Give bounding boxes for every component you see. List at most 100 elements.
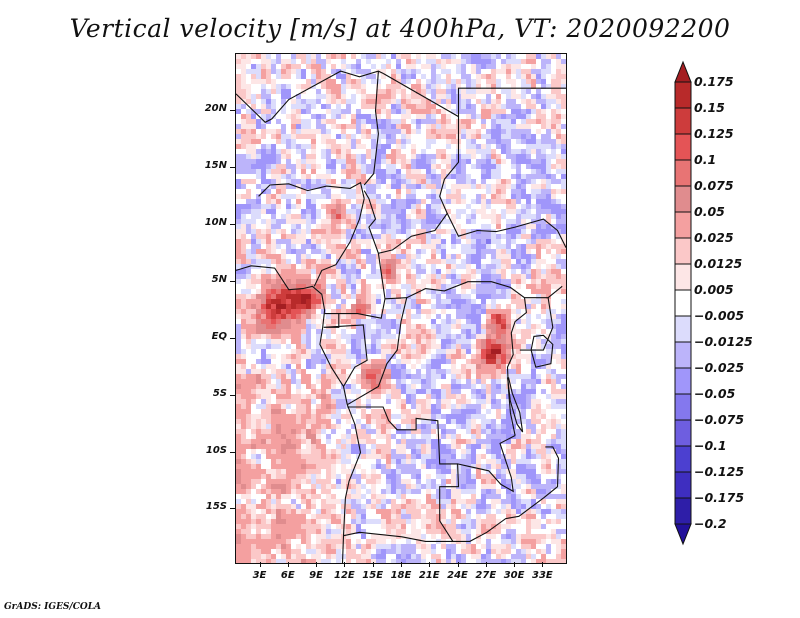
field-cell bbox=[281, 199, 286, 204]
field-cell bbox=[481, 334, 486, 339]
field-cell bbox=[506, 74, 511, 79]
field-cell bbox=[401, 404, 406, 409]
field-cell bbox=[241, 209, 246, 214]
field-cell bbox=[496, 374, 501, 379]
field-cell bbox=[531, 309, 536, 314]
field-cell bbox=[551, 339, 556, 344]
field-cell bbox=[256, 169, 261, 174]
field-cell bbox=[366, 339, 371, 344]
field-cell bbox=[551, 94, 556, 99]
field-cell bbox=[351, 179, 356, 184]
field-cell bbox=[546, 374, 551, 379]
field-cell bbox=[446, 64, 451, 69]
field-cell bbox=[446, 269, 451, 274]
field-cell bbox=[461, 59, 466, 64]
field-cell bbox=[381, 254, 386, 259]
field-cell bbox=[316, 79, 321, 84]
field-cell bbox=[501, 134, 506, 139]
field-cell bbox=[241, 314, 246, 319]
field-cell bbox=[431, 249, 436, 254]
field-cell bbox=[516, 194, 521, 199]
field-cell bbox=[326, 144, 331, 149]
field-cell bbox=[501, 314, 506, 319]
field-cell bbox=[286, 89, 291, 94]
field-cell bbox=[561, 204, 566, 209]
field-cell bbox=[436, 59, 441, 64]
field-cell bbox=[556, 394, 561, 399]
field-cell bbox=[316, 239, 321, 244]
field-cell bbox=[366, 294, 371, 299]
field-cell bbox=[516, 119, 521, 124]
field-cell bbox=[556, 254, 561, 259]
field-cell bbox=[306, 279, 311, 284]
field-cell bbox=[316, 284, 321, 289]
field-cell bbox=[241, 419, 246, 424]
field-cell bbox=[316, 69, 321, 74]
field-cell bbox=[406, 244, 411, 249]
field-cell bbox=[346, 359, 351, 364]
field-cell bbox=[541, 144, 546, 149]
field-cell bbox=[251, 64, 256, 69]
field-cell bbox=[491, 119, 496, 124]
field-cell bbox=[551, 414, 556, 419]
field-cell bbox=[441, 409, 446, 414]
field-cell bbox=[306, 329, 311, 334]
field-cell bbox=[481, 294, 486, 299]
field-cell bbox=[466, 154, 471, 159]
field-cell bbox=[541, 109, 546, 114]
field-cell bbox=[506, 119, 511, 124]
field-cell bbox=[506, 94, 511, 99]
field-cell bbox=[261, 329, 266, 334]
field-cell bbox=[531, 114, 536, 119]
field-cell bbox=[376, 109, 381, 114]
field-cell bbox=[486, 149, 491, 154]
field-cell bbox=[406, 94, 411, 99]
field-cell bbox=[416, 299, 421, 304]
field-cell bbox=[351, 99, 356, 104]
field-cell bbox=[481, 309, 486, 314]
field-cell bbox=[501, 229, 506, 234]
field-cell bbox=[561, 314, 566, 319]
field-cell bbox=[436, 419, 441, 424]
field-cell bbox=[326, 114, 331, 119]
field-cell bbox=[381, 109, 386, 114]
field-cell bbox=[421, 404, 426, 409]
field-cell bbox=[326, 304, 331, 309]
field-cell bbox=[541, 349, 546, 354]
field-cell bbox=[491, 329, 496, 334]
field-cell bbox=[341, 189, 346, 194]
field-cell bbox=[466, 424, 471, 429]
field-cell bbox=[546, 104, 551, 109]
field-cell bbox=[386, 264, 391, 269]
field-cell bbox=[236, 414, 241, 419]
field-cell bbox=[416, 329, 421, 334]
field-cell bbox=[466, 89, 471, 94]
field-cell bbox=[541, 114, 546, 119]
field-cell bbox=[306, 54, 311, 59]
field-cell bbox=[241, 394, 246, 399]
field-cell bbox=[556, 379, 561, 384]
field-cell bbox=[306, 384, 311, 389]
field-cell bbox=[481, 384, 486, 389]
field-cell bbox=[401, 209, 406, 214]
field-cell bbox=[401, 104, 406, 109]
field-cell bbox=[436, 129, 441, 134]
field-cell bbox=[301, 104, 306, 109]
field-cell bbox=[501, 79, 506, 84]
field-cell bbox=[341, 109, 346, 114]
field-cell bbox=[491, 334, 496, 339]
field-cell bbox=[396, 349, 401, 354]
field-cell bbox=[551, 129, 556, 134]
field-cell bbox=[561, 274, 566, 279]
field-cell bbox=[256, 344, 261, 349]
field-cell bbox=[361, 379, 366, 384]
field-cell bbox=[391, 314, 396, 319]
field-cell bbox=[291, 314, 296, 319]
field-cell bbox=[356, 389, 361, 394]
field-cell bbox=[516, 344, 521, 349]
field-cell bbox=[351, 164, 356, 169]
field-cell bbox=[521, 119, 526, 124]
field-cell bbox=[356, 84, 361, 89]
field-cell bbox=[291, 309, 296, 314]
field-cell bbox=[386, 109, 391, 114]
